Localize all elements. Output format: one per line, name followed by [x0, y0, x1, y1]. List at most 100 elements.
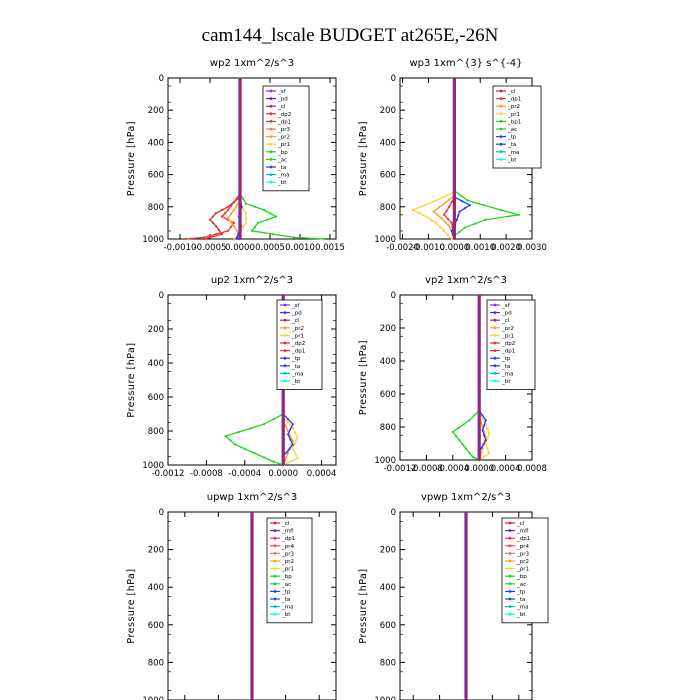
legend-entry: _pr2	[501, 326, 514, 332]
y-tick-label: 200	[380, 106, 396, 116]
series-marker	[483, 424, 486, 427]
legend-entry: _ma	[291, 371, 303, 377]
series-marker	[235, 229, 239, 232]
legend-marker	[493, 341, 497, 345]
series-marker	[518, 213, 521, 216]
series-marker	[442, 229, 446, 232]
y-tick-label: 600	[148, 171, 164, 181]
series-marker	[284, 424, 287, 427]
series-marker	[229, 439, 232, 442]
series-marker	[459, 194, 462, 197]
legend-marker	[273, 612, 277, 616]
series-marker	[241, 197, 245, 200]
y-tick-label: 200	[148, 106, 164, 116]
y-axis-label: Pressure [hPa]	[126, 121, 137, 196]
y-tick-label: 0	[159, 74, 164, 84]
legend-marker	[269, 135, 273, 139]
legend-entry: _dp1	[507, 97, 521, 103]
legend-entry: _pd	[277, 97, 288, 103]
y-tick-label: 600	[148, 393, 164, 403]
x-tick-label: 0.0000	[464, 464, 494, 474]
series-marker	[484, 439, 487, 442]
legend-entry: _mfl	[281, 529, 294, 535]
legend-marker	[493, 372, 497, 375]
legend-entry: _pr1	[507, 112, 520, 118]
series-marker	[234, 443, 237, 446]
series-marker	[214, 225, 218, 228]
legend-marker	[269, 127, 273, 131]
series-marker	[423, 204, 426, 207]
legend-marker	[283, 318, 287, 322]
series-marker	[289, 435, 292, 438]
legend-marker	[269, 89, 273, 93]
legend-entry: _sf	[501, 303, 511, 309]
legend-marker	[273, 559, 277, 563]
series-marker	[437, 206, 440, 209]
series-marker	[480, 451, 483, 454]
y-tick-label: 800	[380, 423, 396, 433]
legend-marker	[269, 112, 273, 116]
series-marker	[244, 212, 248, 215]
series-marker	[229, 225, 233, 228]
y-tick-label: 1000	[142, 461, 164, 471]
series-marker	[294, 452, 297, 455]
legend-entry: _dp2	[277, 112, 291, 118]
legend-entry: _cl	[501, 318, 510, 324]
series-marker	[223, 212, 227, 215]
series-marker	[442, 213, 446, 216]
legend-entry: _bp	[516, 574, 527, 580]
series-marker	[289, 428, 292, 431]
panel-6: vpwp 1xm^2/s^3 Pressure [hPa] 0 200 400 600 80…	[358, 492, 549, 700]
series-marker	[291, 443, 294, 446]
legend-entry: _pr4	[516, 544, 530, 550]
x-tick-label: -0.0005	[194, 243, 227, 253]
y-axis-label: Pressure [hPa]	[358, 121, 369, 196]
legend-marker	[269, 120, 273, 123]
series-marker	[418, 212, 421, 215]
y-tick-label: 400	[148, 359, 164, 369]
legend-entry: _cl	[281, 521, 290, 527]
legend-marker	[269, 173, 273, 177]
legend-marker	[508, 536, 512, 540]
y-tick-label: 400	[148, 138, 164, 148]
legend-entry: _bt	[507, 157, 517, 163]
legend-marker	[499, 112, 503, 116]
plot-frame	[167, 77, 337, 240]
legend: _sf _pd_cl _pr2_pr1 _dp2 _dp1_tp _ta_ma _bt	[486, 299, 536, 390]
legend-marker	[283, 311, 287, 314]
x-tick-label: 0.0015	[315, 243, 345, 253]
series-marker	[488, 452, 491, 455]
legend-marker	[493, 311, 497, 314]
series-marker	[214, 233, 218, 236]
legend-marker	[493, 364, 497, 368]
legend-entry: _ta	[291, 364, 300, 370]
x-tick-label: 0.0010	[285, 243, 315, 253]
legend-entry: _pr2	[507, 104, 520, 110]
series-marker	[481, 414, 484, 417]
legend-marker	[283, 303, 287, 307]
legend: _sf _pd_cl _dp2_dp1 _pr3 _pr2_pr1 _bp_ac _ta _m…	[262, 85, 310, 192]
legend-marker	[283, 326, 287, 330]
series-marker	[288, 447, 291, 450]
legend-entry: _cl	[507, 89, 516, 95]
legend-entry: _pr2	[277, 135, 290, 141]
series-marker	[253, 205, 257, 208]
series-marker	[448, 225, 451, 228]
legend-marker	[508, 574, 512, 578]
series-marker	[457, 214, 460, 217]
series-marker	[466, 199, 469, 202]
series-marker	[455, 435, 458, 438]
series-marker	[322, 237, 326, 241]
series-marker	[226, 205, 230, 208]
legend-entry: _ta	[501, 364, 510, 370]
series-marker	[483, 204, 486, 207]
legend-entry: _ta	[516, 597, 525, 603]
legend-marker	[499, 127, 503, 131]
legend-marker	[493, 349, 497, 352]
legend-marker	[508, 590, 512, 593]
series-marker	[256, 221, 260, 224]
series-marker	[296, 436, 299, 439]
series-marker	[243, 447, 246, 450]
legend-marker	[493, 326, 497, 330]
series-marker	[448, 205, 451, 208]
